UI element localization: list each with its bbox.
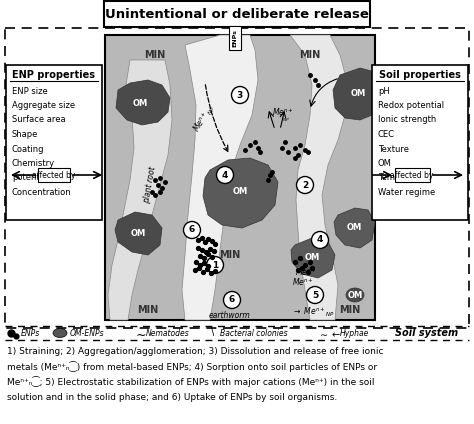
Text: Hyphae: Hyphae xyxy=(340,329,369,338)
FancyArrowPatch shape xyxy=(73,172,100,179)
Text: 1: 1 xyxy=(212,260,218,270)
Text: MIN: MIN xyxy=(137,305,159,315)
Polygon shape xyxy=(203,158,278,228)
Text: Chemistry: Chemistry xyxy=(12,159,55,168)
Text: OM: OM xyxy=(350,89,365,98)
Text: Me$^{n+}$: Me$^{n+}$ xyxy=(292,276,314,288)
Text: $\sim$$\leftarrow$: $\sim$$\leftarrow$ xyxy=(318,329,341,339)
Text: Me$^{n+}$$_{NP}$: Me$^{n+}$$_{NP}$ xyxy=(191,101,219,134)
Circle shape xyxy=(207,257,224,273)
Text: earthworm: earthworm xyxy=(209,310,251,320)
Ellipse shape xyxy=(346,288,364,302)
FancyArrowPatch shape xyxy=(373,172,391,179)
Circle shape xyxy=(311,232,328,248)
Text: $\rightarrow$ Me$^{n+}$$_{NP}$: $\rightarrow$ Me$^{n+}$$_{NP}$ xyxy=(292,305,335,318)
Text: Surface area: Surface area xyxy=(12,115,65,125)
Text: ENPs: ENPs xyxy=(21,329,40,338)
Text: Soil system: Soil system xyxy=(395,328,458,338)
Circle shape xyxy=(217,167,234,184)
Text: 4: 4 xyxy=(317,235,323,245)
Text: 3: 3 xyxy=(237,90,243,100)
Text: Nematodes: Nematodes xyxy=(146,329,190,338)
FancyBboxPatch shape xyxy=(104,1,370,27)
Text: Ionic strength: Ionic strength xyxy=(378,115,436,125)
Bar xyxy=(105,35,375,320)
Polygon shape xyxy=(334,208,375,248)
Text: MIN: MIN xyxy=(339,305,361,315)
Text: OM: OM xyxy=(378,159,392,168)
Polygon shape xyxy=(182,35,258,320)
Text: OM: OM xyxy=(130,229,146,237)
Text: Me$^{n+}$: Me$^{n+}$ xyxy=(295,266,317,278)
Text: Unintentional or deliberate release: Unintentional or deliberate release xyxy=(105,8,369,20)
Text: Bacterial colonies: Bacterial colonies xyxy=(220,329,288,338)
Text: Aggregate size: Aggregate size xyxy=(12,101,75,110)
Text: OM: OM xyxy=(346,223,362,232)
Text: OM: OM xyxy=(232,187,247,196)
Text: 2: 2 xyxy=(302,181,308,190)
Text: 6: 6 xyxy=(229,296,235,304)
Ellipse shape xyxy=(53,329,67,338)
Polygon shape xyxy=(290,35,348,320)
Bar xyxy=(372,65,468,220)
Text: ENP size: ENP size xyxy=(12,86,48,95)
Text: Redox potential: Redox potential xyxy=(378,101,444,110)
Bar xyxy=(395,168,430,182)
Bar xyxy=(5,28,469,328)
Text: $\backslash$: $\backslash$ xyxy=(210,326,215,338)
Text: Water regime: Water regime xyxy=(378,188,435,197)
Text: metals (Meⁿ⁺ₙ⁐) from metal-based ENPs; 4) Sorption onto soil particles of ENPs o: metals (Meⁿ⁺ₙ⁐) from metal-based ENPs; 4… xyxy=(7,362,377,372)
Circle shape xyxy=(297,176,313,193)
Text: pH: pH xyxy=(378,86,390,95)
Text: OM: OM xyxy=(132,98,147,108)
Text: ENPs: ENPs xyxy=(233,29,237,47)
Text: $\sim$: $\sim$ xyxy=(133,327,146,340)
Text: Me$^{n+}$: Me$^{n+}$ xyxy=(272,106,294,118)
Text: Texture: Texture xyxy=(378,145,409,153)
Text: CEC: CEC xyxy=(378,130,395,139)
Circle shape xyxy=(231,86,248,103)
Text: MIN: MIN xyxy=(300,50,320,60)
Text: 4: 4 xyxy=(222,170,228,179)
Bar xyxy=(6,65,102,220)
Circle shape xyxy=(307,287,323,304)
Text: Soil properties: Soil properties xyxy=(379,70,461,80)
Polygon shape xyxy=(108,60,172,320)
Text: potential: potential xyxy=(12,173,49,182)
Text: OM: OM xyxy=(347,290,363,299)
Text: affected by: affected by xyxy=(32,170,76,179)
Text: Meⁿ⁺ₙ⁐; 5) Electrostatic stabilization of ENPs with major cations (Meⁿ⁺) in the : Meⁿ⁺ₙ⁐; 5) Electrostatic stabilization o… xyxy=(7,377,374,388)
Text: MIN: MIN xyxy=(219,250,241,260)
Text: ENP properties: ENP properties xyxy=(12,70,95,80)
Text: MIN: MIN xyxy=(145,50,165,60)
Text: $_{NP}$: $_{NP}$ xyxy=(282,117,290,124)
Text: solution and in the solid phase; and 6) Uptake of ENPs by soil organisms.: solution and in the solid phase; and 6) … xyxy=(7,393,337,402)
Text: Concentration: Concentration xyxy=(12,188,72,197)
Polygon shape xyxy=(116,80,170,125)
Circle shape xyxy=(224,292,240,309)
Bar xyxy=(38,168,70,182)
Polygon shape xyxy=(115,212,162,255)
Text: Temperature: Temperature xyxy=(378,173,431,182)
Text: Shape: Shape xyxy=(12,130,38,139)
Text: 1) Straining; 2) Aggregation/agglomeration; 3) Dissolution and release of free i: 1) Straining; 2) Aggregation/agglomerati… xyxy=(7,348,383,357)
Text: 6: 6 xyxy=(189,226,195,234)
Text: affected by: affected by xyxy=(390,170,434,179)
Text: 5: 5 xyxy=(312,290,318,299)
Text: OM: OM xyxy=(304,254,319,262)
Text: OM-ENPs: OM-ENPs xyxy=(70,329,105,338)
Text: Coating: Coating xyxy=(12,145,45,153)
Text: plant root: plant root xyxy=(142,166,158,204)
FancyArrowPatch shape xyxy=(433,172,461,179)
Polygon shape xyxy=(333,68,375,120)
Circle shape xyxy=(183,221,201,238)
Polygon shape xyxy=(291,238,335,278)
FancyArrowPatch shape xyxy=(13,172,35,179)
